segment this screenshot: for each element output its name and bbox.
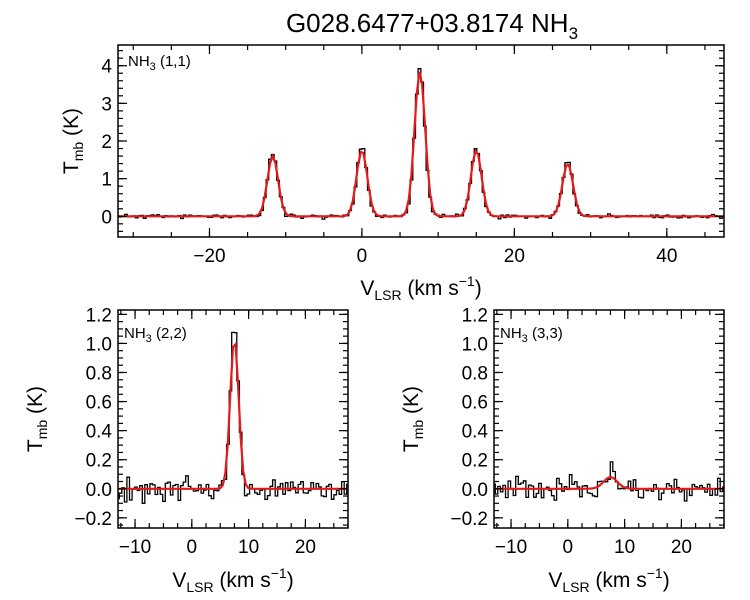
panel-label: NH3 (1,1) xyxy=(128,53,191,73)
y-tick-label: 2 xyxy=(101,132,112,153)
y-tick-label: 0.8 xyxy=(86,363,112,384)
x-axis-label-end: ) xyxy=(287,569,294,592)
x-tick-label: 40 xyxy=(656,246,677,267)
x-axis-label-main: V xyxy=(360,277,374,300)
panel-label-sub: 3 xyxy=(146,333,152,345)
y-axis-label-sub: mb xyxy=(34,420,50,440)
y-axis-label-rest: (K) xyxy=(24,386,47,420)
y-tick-label: 0.0 xyxy=(462,480,488,501)
y-tick-label: 0.6 xyxy=(462,393,488,414)
figure-title-main: G028.6477+03.8174 NH xyxy=(286,8,569,38)
fit-curve-nh3_22 xyxy=(118,341,348,490)
y-axis-label-rest: (K) xyxy=(400,386,423,420)
y-tick-label: 1.2 xyxy=(86,305,112,326)
y-tick-label: 0.4 xyxy=(86,422,113,443)
x-tick-label: 20 xyxy=(295,537,316,558)
x-axis-label-end: ) xyxy=(475,277,482,300)
x-tick-label: −10 xyxy=(119,537,151,558)
x-tick-label: 10 xyxy=(614,537,635,558)
panel-label-main: NH xyxy=(124,325,146,342)
panel-label-rest: (3,3) xyxy=(528,325,563,342)
y-tick-label: 1 xyxy=(101,170,112,191)
x-axis-label: VLSR (km s−1) xyxy=(172,565,293,595)
x-tick-label: −10 xyxy=(495,537,527,558)
y-tick-label: 1.0 xyxy=(86,334,112,355)
x-axis-label: VLSR (km s−1) xyxy=(548,565,669,595)
y-tick-label: 0.2 xyxy=(462,451,488,472)
y-axis-label-rest: (K) xyxy=(60,108,83,142)
y-tick-label: 0.4 xyxy=(462,422,489,443)
fit-curve-nh3_33 xyxy=(494,476,724,490)
x-axis-label-sup: −1 xyxy=(459,273,475,289)
x-axis-label-sub: LSR xyxy=(562,579,589,595)
chart-panel-nh3_33: −10 0 10 20 −0.2 0.0 0.2 0.4 0.6 0.8 1.0 1.2 NH3 (3,… xyxy=(400,305,725,595)
figure-title: G028.6477+03.8174 NH3 xyxy=(286,8,578,43)
figure-title-sub: 3 xyxy=(569,24,578,43)
y-tick-label: 0.8 xyxy=(462,363,488,384)
panel-label-rest: (1,1) xyxy=(156,53,191,70)
plot-frame xyxy=(117,309,349,529)
x-axis-label-main: V xyxy=(172,569,186,592)
y-tick-label: 3 xyxy=(101,94,112,115)
panel-label-main: NH xyxy=(500,325,522,342)
y-tick-label: 1.2 xyxy=(462,305,488,326)
x-axis-label-main: V xyxy=(548,569,562,592)
observed-spectrum-nh3_11 xyxy=(118,68,724,220)
x-tick-label: 0 xyxy=(357,246,368,267)
observed-spectrum-nh3_22 xyxy=(118,331,348,504)
x-axis-label-sub: LSR xyxy=(186,579,213,595)
x-axis-label-sup: −1 xyxy=(647,565,663,581)
x-tick-label: 20 xyxy=(504,246,525,267)
observed-spectrum-nh3_33 xyxy=(494,461,724,502)
y-axis-label: Tmb (K) xyxy=(24,386,50,452)
y-axis-label-sub: mb xyxy=(70,142,86,162)
y-tick-label: −0.2 xyxy=(74,509,112,530)
panel-label-main: NH xyxy=(128,53,150,70)
y-tick-label: 0.0 xyxy=(86,480,112,501)
x-axis-label: VLSR (km s−1) xyxy=(360,273,481,303)
panel-label: NH3 (3,3) xyxy=(500,325,563,345)
y-axis-label: Tmb (K) xyxy=(60,108,86,174)
x-axis-label-end: ) xyxy=(663,569,670,592)
x-axis-label-rest: (km s xyxy=(214,569,271,592)
y-axis-label-main: T xyxy=(60,161,83,174)
y-tick-label: 0.6 xyxy=(86,393,112,414)
chart-panel-nh3_22: −10 0 10 20 −0.2 0.0 0.2 0.4 0.6 0.8 1.0 1.2 NH3 (2,… xyxy=(24,305,349,595)
fit-curve-nh3_11 xyxy=(118,71,724,218)
y-tick-label: 0 xyxy=(101,207,112,228)
panel-label-rest: (2,2) xyxy=(152,325,187,342)
x-tick-label: −20 xyxy=(193,246,225,267)
y-axis-label-sub: mb xyxy=(410,420,426,440)
x-axis-label-rest: (km s xyxy=(402,277,459,300)
x-tick-label: 0 xyxy=(187,537,198,558)
plot-frame xyxy=(493,309,725,529)
y-tick-label: 0.2 xyxy=(86,451,112,472)
x-tick-label: 0 xyxy=(563,537,574,558)
panel-label-sub: 3 xyxy=(522,333,528,345)
panel-label-sub: 3 xyxy=(150,61,156,73)
y-axis-label-main: T xyxy=(400,439,423,452)
x-axis-label-sup: −1 xyxy=(271,565,287,581)
x-axis-label-rest: (km s xyxy=(590,569,647,592)
y-axis-label: Tmb (K) xyxy=(400,386,426,452)
panel-label: NH3 (2,2) xyxy=(124,325,187,345)
x-axis-label-sub: LSR xyxy=(374,287,401,303)
y-axis-label-main: T xyxy=(24,439,47,452)
x-tick-label: 10 xyxy=(238,537,259,558)
y-tick-label: 4 xyxy=(101,57,112,78)
x-tick-label: 20 xyxy=(671,537,692,558)
y-tick-label: −0.2 xyxy=(450,509,488,530)
y-tick-label: 1.0 xyxy=(462,334,488,355)
